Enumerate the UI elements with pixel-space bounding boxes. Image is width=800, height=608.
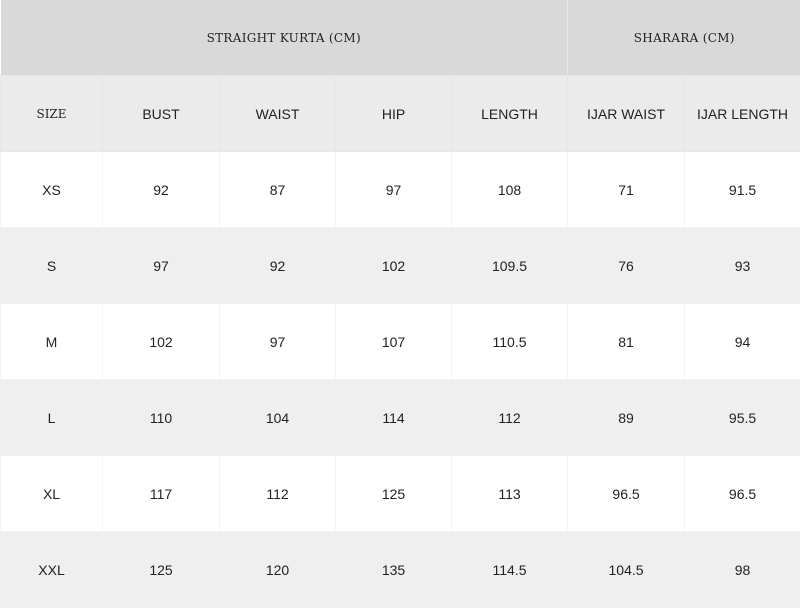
cell-ijar-length: 94 xyxy=(685,304,800,380)
cell-size: M xyxy=(1,304,103,380)
cell-size: XL xyxy=(1,456,103,532)
cell-ijar-waist: 89 xyxy=(568,380,685,456)
group-header-sharara: SHARARA (CM) xyxy=(568,0,800,76)
column-header-ijar-waist: IJAR WAIST xyxy=(568,76,685,152)
cell-hip: 97 xyxy=(336,152,452,228)
cell-ijar-length: 98 xyxy=(685,532,800,608)
cell-ijar-waist: 96.5 xyxy=(568,456,685,532)
cell-bust: 97 xyxy=(103,228,220,304)
column-header-bust: BUST xyxy=(103,76,220,152)
cell-bust: 110 xyxy=(103,380,220,456)
column-header-row: SIZE BUST WAIST HIP LENGTH IJAR WAIST IJ… xyxy=(1,76,800,152)
cell-waist: 104 xyxy=(220,380,336,456)
cell-size: XS xyxy=(1,152,103,228)
cell-ijar-waist: 71 xyxy=(568,152,685,228)
cell-size: S xyxy=(1,228,103,304)
cell-hip: 135 xyxy=(336,532,452,608)
cell-waist: 87 xyxy=(220,152,336,228)
cell-ijar-waist: 81 xyxy=(568,304,685,380)
cell-ijar-waist: 104.5 xyxy=(568,532,685,608)
cell-size: XXL xyxy=(1,532,103,608)
cell-hip: 125 xyxy=(336,456,452,532)
cell-bust: 92 xyxy=(103,152,220,228)
column-header-hip: HIP xyxy=(336,76,452,152)
group-header-row: STRAIGHT KURTA (CM) SHARARA (CM) xyxy=(1,0,800,76)
cell-size: L xyxy=(1,380,103,456)
cell-waist: 92 xyxy=(220,228,336,304)
cell-ijar-length: 93 xyxy=(685,228,800,304)
column-header-size: SIZE xyxy=(1,76,103,152)
cell-ijar-waist: 76 xyxy=(568,228,685,304)
cell-ijar-length: 95.5 xyxy=(685,380,800,456)
cell-bust: 117 xyxy=(103,456,220,532)
cell-length: 112 xyxy=(452,380,568,456)
cell-length: 109.5 xyxy=(452,228,568,304)
cell-bust: 102 xyxy=(103,304,220,380)
cell-length: 114.5 xyxy=(452,532,568,608)
cell-waist: 120 xyxy=(220,532,336,608)
cell-bust: 125 xyxy=(103,532,220,608)
cell-ijar-length: 91.5 xyxy=(685,152,800,228)
cell-hip: 102 xyxy=(336,228,452,304)
cell-hip: 107 xyxy=(336,304,452,380)
column-header-ijar-length: IJAR LENGTH xyxy=(685,76,800,152)
column-header-length: LENGTH xyxy=(452,76,568,152)
cell-length: 108 xyxy=(452,152,568,228)
cell-length: 113 xyxy=(452,456,568,532)
cell-length: 110.5 xyxy=(452,304,568,380)
cell-hip: 114 xyxy=(336,380,452,456)
cell-waist: 112 xyxy=(220,456,336,532)
group-header-straight-kurta: STRAIGHT KURTA (CM) xyxy=(1,0,568,76)
cell-ijar-length: 96.5 xyxy=(685,456,800,532)
cell-waist: 97 xyxy=(220,304,336,380)
column-header-waist: WAIST xyxy=(220,76,336,152)
